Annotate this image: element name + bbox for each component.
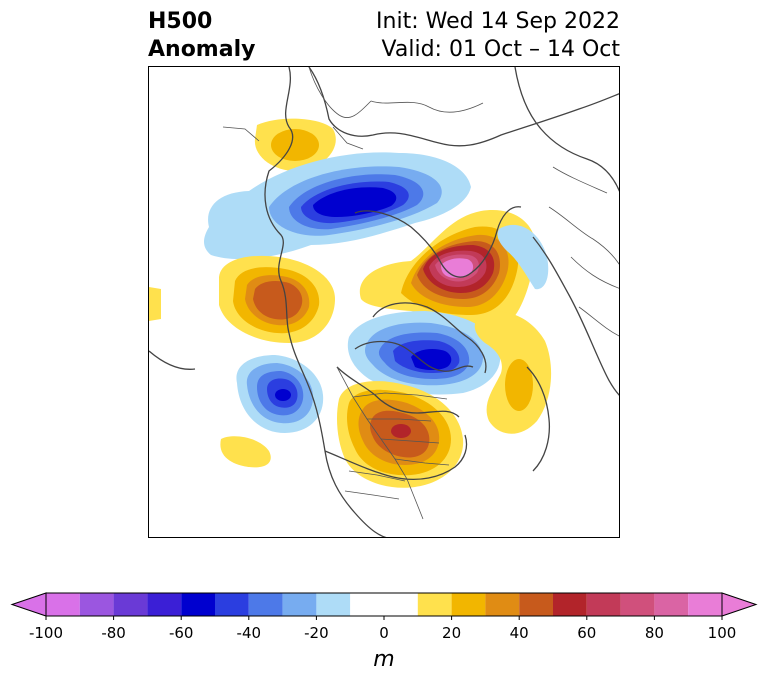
colorbar-segment [417,593,452,616]
colorbar-segment [620,593,655,616]
colorbar-tick-label: -60 [168,624,194,642]
colorbar-segment [46,593,80,616]
colorbar-segment [688,593,722,616]
colorbar-segment [654,593,689,616]
anomaly-pacific-positive [220,436,271,468]
init-time: Init: Wed 14 Sep 2022 [376,9,620,34]
colorbar-segment [113,593,148,616]
anomaly-map [148,66,620,538]
colorbar-segment [215,593,249,616]
colorbar [10,590,758,624]
colorbar-tick-label: 0 [379,624,389,642]
colorbar-unit-label: m [373,647,395,672]
anomaly-west-edge-positive [149,287,161,321]
colorbar-segment [181,593,215,616]
colorbar-segment [248,593,283,616]
valid-period: Valid: 01 Oct – 14 Oct [381,37,620,62]
coastlines [149,67,619,537]
colorbar-tick-label: 40 [509,624,529,642]
anomaly-arctic-positive [359,210,536,330]
colorbar-extend-max [721,592,758,617]
colorbar-tick-label: -80 [101,624,126,642]
colorbar-tick-label: 100 [707,624,737,642]
map-title-right: Init: Wed 14 Sep 2022 Valid: 01 Oct – 14… [376,8,620,64]
colorbar-segment [147,593,182,616]
colorbar-tick-label: -20 [304,624,329,642]
colorbar-segment [553,593,587,616]
colorbar-segment [451,593,486,616]
colorbar-segment [586,593,621,616]
anomaly-siberia-negative [204,152,471,260]
colorbar-tick-label: 80 [644,624,664,642]
colorbar-segment [282,593,317,616]
colorbar-segment [79,593,114,616]
anomaly-canada-negative [347,311,501,395]
map-title-left: H500 Anomaly [148,8,255,64]
anomaly-ural-positive [254,118,336,172]
colorbar-segment [316,593,351,616]
anomaly-map-canvas [149,67,619,537]
anomaly-alaska-negative [236,355,324,433]
colorbar-segment [485,593,520,616]
colorbar-tick-label: 60 [577,624,597,642]
colorbar-extend-min [10,592,47,617]
colorbar-svg [10,592,758,620]
anomaly-central-asia-positive [219,255,335,343]
anomaly-atlantic-positive [474,311,552,434]
country-borders [222,67,619,520]
colorbar-segment [519,593,553,616]
anomaly-east-north-america-positive [337,381,464,488]
colorbar-segment [350,593,418,616]
title-variable: H500 [148,9,213,34]
colorbar-tick-label: -40 [236,624,262,642]
title-field: Anomaly [148,37,256,62]
colorbar-tick-label: -100 [28,624,64,642]
colorbar-tick-label: 20 [442,624,462,642]
